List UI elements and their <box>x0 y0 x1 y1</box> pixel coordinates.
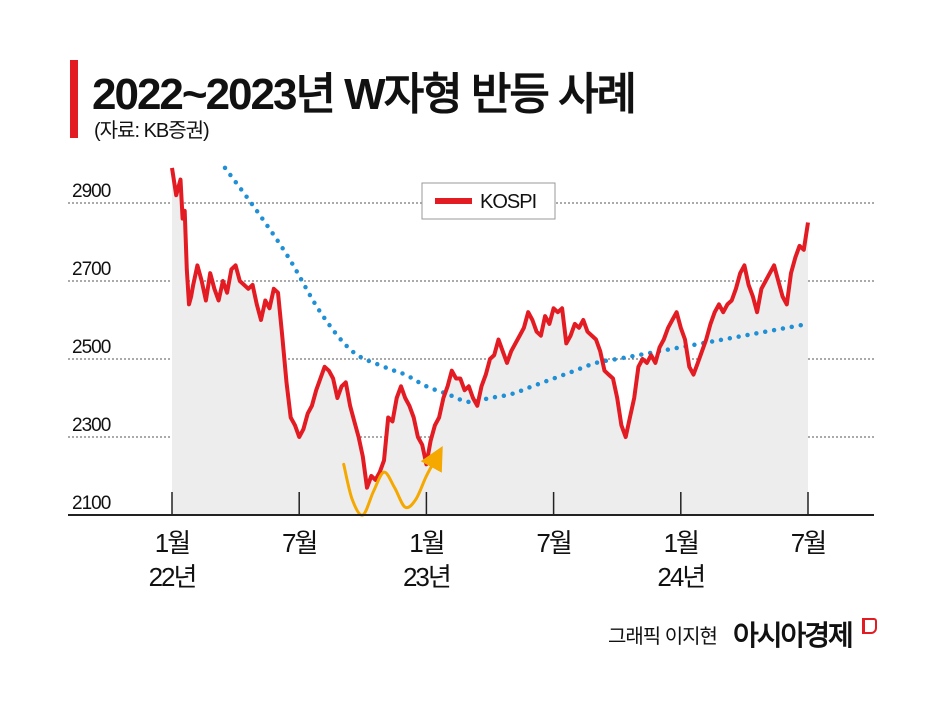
brand-logo-text: 아시아경제 <box>733 620 854 651</box>
x-tick-month: 7월 <box>282 528 316 558</box>
source-note: (자료: KB증권) <box>94 120 210 142</box>
trend-dotted-line <box>222 165 811 405</box>
y-tick-label: 2300 <box>72 415 111 436</box>
y-tick-label: 2900 <box>72 181 111 202</box>
y-tick-label: 2500 <box>72 337 111 358</box>
page-title: 2022~2023년 W자형 반등 사례 <box>92 70 637 119</box>
x-tick-year: 24년 <box>657 562 704 592</box>
graphic-credit: 그래픽 이지현 <box>608 626 718 648</box>
title-accent-bar <box>70 60 78 138</box>
x-tick-month: 7월 <box>791 528 825 558</box>
x-tick-month: 1월 <box>664 528 698 558</box>
x-tick-month: 1월 <box>155 528 189 558</box>
chart-legend: KOSPI <box>421 182 556 220</box>
x-tick-year: 22년 <box>149 562 196 592</box>
x-tick-month: 7월 <box>536 528 570 558</box>
x-tick-year: 23년 <box>403 562 450 592</box>
x-tick-month: 1월 <box>409 528 443 558</box>
kospi-series-line <box>170 167 810 490</box>
legend-label-kospi: KOSPI <box>480 191 536 213</box>
y-tick-label: 2700 <box>72 259 111 280</box>
kospi-area-fill <box>172 167 808 515</box>
brand-mark-icon <box>862 618 877 634</box>
w-pattern-arrow <box>342 445 443 517</box>
y-tick-label: 2100 <box>72 493 111 514</box>
